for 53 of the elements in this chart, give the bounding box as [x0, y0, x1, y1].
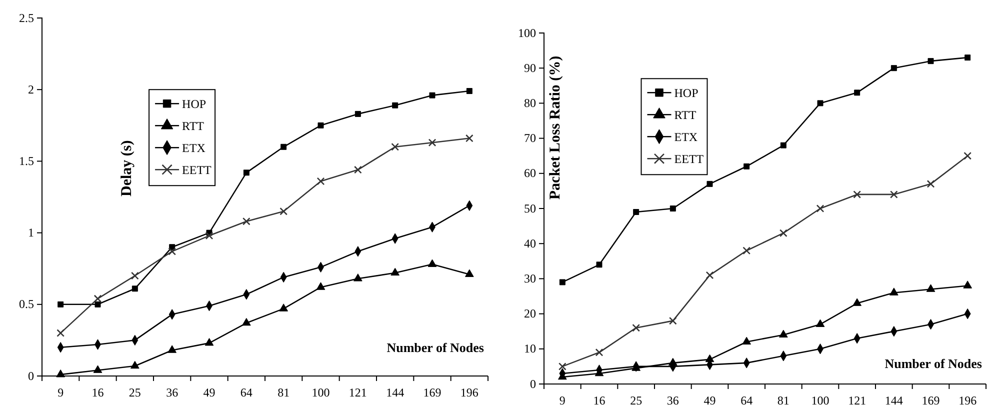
legend-label: RTT: [182, 118, 205, 133]
y-tick-label: 0: [28, 368, 34, 383]
x-tick-label: 64: [240, 386, 252, 400]
x-tick-label: 100: [312, 386, 330, 400]
y-tick-label: 0.5: [19, 297, 34, 312]
x-tick-label: 196: [958, 394, 977, 408]
y-tick-label: 30: [524, 272, 536, 286]
legend-label: ETX: [674, 130, 698, 144]
x-tick-label: 144: [884, 394, 903, 408]
legend-label: EETT: [674, 152, 704, 166]
y-tick-label: 100: [518, 26, 536, 40]
x-tick-label: 100: [811, 394, 830, 408]
y-tick-label: 1.5: [19, 154, 34, 168]
x-tick-label: 49: [704, 394, 716, 408]
x-tick-label: 121: [848, 394, 866, 408]
x-tick-label: 64: [740, 394, 753, 408]
legend-label: HOP: [674, 86, 699, 100]
y-axis-title: Packet Loss Ratio (%): [547, 56, 564, 200]
y-tick-label: 0: [530, 376, 536, 391]
x-tick-label: 121: [348, 386, 367, 400]
y-tick-label: 90: [524, 60, 536, 75]
x-axis-title: Number of Nodes: [386, 340, 484, 355]
y-axis-title: Delay (s): [119, 140, 136, 196]
x-tick-label: 25: [630, 394, 642, 408]
x-tick-label: 81: [278, 386, 290, 400]
y-tick-label: 10: [524, 342, 536, 356]
x-axis-title: Number of Nodes: [884, 356, 982, 371]
y-tick-label: 1: [28, 226, 34, 240]
y-tick-label: 60: [524, 166, 536, 180]
x-tick-label: 16: [92, 386, 104, 400]
y-tick-label: 2: [28, 82, 34, 96]
x-tick-label: 169: [423, 386, 442, 400]
legend-label: ETX: [182, 140, 206, 155]
x-tick-label: 81: [777, 394, 790, 408]
x-tick-label: 36: [666, 394, 679, 408]
y-tick-label: 70: [524, 131, 536, 146]
legend-label: HOP: [182, 96, 206, 111]
legend-label: EETT: [182, 162, 212, 177]
x-tick-label: 9: [559, 394, 566, 408]
x-tick-label: 144: [386, 386, 404, 400]
x-tick-label: 9: [58, 386, 64, 400]
x-tick-label: 36: [166, 386, 178, 400]
x-tick-label: 49: [203, 386, 216, 400]
x-tick-label: 25: [128, 386, 141, 400]
x-tick-label: 196: [460, 386, 478, 400]
y-tick-label: 80: [524, 96, 536, 110]
x-tick-label: 16: [593, 394, 606, 408]
legend-label: RTT: [674, 108, 697, 122]
y-tick-label: 2.5: [19, 10, 34, 25]
x-tick-label: 169: [922, 394, 940, 408]
y-tick-label: 20: [524, 306, 536, 321]
y-tick-label: 40: [524, 236, 536, 250]
y-tick-label: 50: [524, 201, 536, 216]
